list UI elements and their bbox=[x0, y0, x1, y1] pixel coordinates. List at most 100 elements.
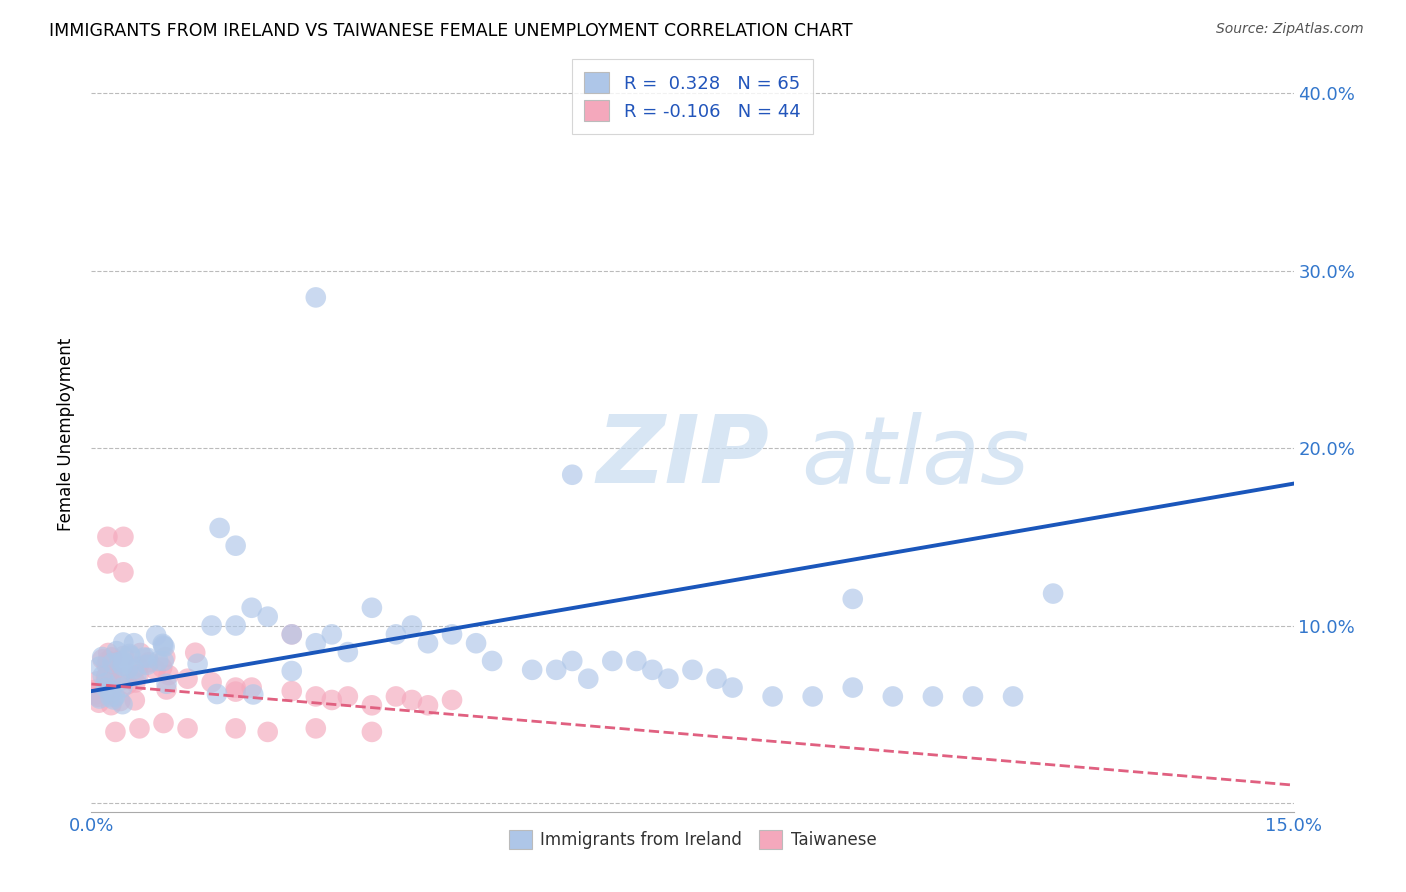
Point bbox=[281, 664, 304, 678]
Point bbox=[91, 652, 114, 666]
Point bbox=[225, 681, 247, 695]
Point bbox=[721, 681, 744, 695]
Point bbox=[87, 696, 110, 710]
Point bbox=[465, 636, 488, 650]
Point bbox=[706, 672, 728, 686]
Point bbox=[281, 627, 304, 641]
Point bbox=[100, 684, 122, 698]
Point bbox=[89, 659, 111, 673]
Point bbox=[336, 690, 359, 704]
Point bbox=[176, 672, 198, 686]
Point bbox=[360, 698, 382, 713]
Point bbox=[94, 671, 117, 685]
Point bbox=[112, 656, 135, 670]
Point bbox=[104, 690, 127, 704]
Point bbox=[1042, 586, 1064, 600]
Point bbox=[440, 693, 463, 707]
Point bbox=[145, 628, 167, 642]
Point bbox=[97, 646, 120, 660]
Point bbox=[84, 688, 107, 702]
Point bbox=[112, 648, 135, 663]
Point bbox=[256, 725, 278, 739]
Point bbox=[841, 591, 863, 606]
Point bbox=[385, 690, 408, 704]
Point bbox=[101, 666, 124, 681]
Point bbox=[98, 690, 121, 705]
Point bbox=[841, 681, 863, 695]
Point bbox=[120, 648, 142, 663]
Point bbox=[128, 722, 150, 736]
Point bbox=[155, 650, 177, 665]
Point bbox=[122, 662, 145, 676]
Point bbox=[401, 693, 423, 707]
Point bbox=[762, 690, 785, 704]
Point bbox=[385, 627, 408, 641]
Point bbox=[305, 690, 328, 704]
Point bbox=[360, 725, 382, 739]
Point bbox=[96, 658, 118, 673]
Point bbox=[118, 647, 141, 661]
Point bbox=[1001, 690, 1024, 704]
Point bbox=[117, 677, 139, 691]
Point bbox=[681, 663, 703, 677]
Point bbox=[602, 654, 624, 668]
Point bbox=[112, 635, 135, 649]
Point bbox=[96, 669, 118, 683]
Point bbox=[98, 687, 121, 701]
Point bbox=[321, 627, 343, 641]
Point bbox=[129, 646, 152, 660]
Point bbox=[281, 627, 304, 641]
Point bbox=[136, 657, 159, 672]
Point bbox=[111, 658, 134, 673]
Point bbox=[94, 675, 117, 690]
Point bbox=[336, 645, 359, 659]
Point bbox=[148, 654, 170, 668]
Point bbox=[360, 600, 382, 615]
Point bbox=[440, 627, 463, 641]
Point bbox=[240, 600, 263, 615]
Legend: Immigrants from Ireland, Taiwanese: Immigrants from Ireland, Taiwanese bbox=[502, 823, 883, 856]
Point bbox=[305, 722, 328, 736]
Point bbox=[112, 530, 135, 544]
Point bbox=[96, 557, 118, 571]
Point bbox=[225, 618, 247, 632]
Point bbox=[100, 650, 122, 665]
Point bbox=[128, 659, 150, 673]
Point bbox=[84, 682, 107, 697]
Point bbox=[281, 684, 304, 698]
Point bbox=[641, 663, 664, 677]
Point bbox=[111, 681, 134, 695]
Point bbox=[201, 618, 224, 632]
Point bbox=[576, 672, 599, 686]
Point bbox=[101, 656, 124, 670]
Point bbox=[91, 650, 114, 665]
Point bbox=[112, 671, 135, 685]
Point bbox=[546, 663, 568, 677]
Point bbox=[416, 698, 439, 713]
Point bbox=[256, 609, 278, 624]
Point bbox=[522, 663, 544, 677]
Point bbox=[225, 684, 247, 698]
Point bbox=[321, 693, 343, 707]
Point bbox=[86, 674, 108, 689]
Point bbox=[922, 690, 945, 704]
Point bbox=[152, 654, 174, 668]
Point bbox=[208, 521, 231, 535]
Text: ZIP: ZIP bbox=[596, 411, 769, 503]
Point bbox=[97, 658, 120, 673]
Point bbox=[962, 690, 984, 704]
Y-axis label: Female Unemployment: Female Unemployment bbox=[58, 338, 76, 532]
Point bbox=[155, 682, 177, 697]
Point bbox=[242, 688, 264, 702]
Point bbox=[561, 467, 583, 482]
Point bbox=[124, 675, 146, 690]
Point bbox=[89, 691, 111, 706]
Point bbox=[305, 290, 328, 304]
Point bbox=[305, 636, 328, 650]
Point bbox=[657, 672, 679, 686]
Point bbox=[240, 681, 263, 695]
Point bbox=[401, 618, 423, 632]
Text: atlas: atlas bbox=[800, 412, 1029, 503]
Point bbox=[91, 669, 114, 683]
Point bbox=[105, 644, 128, 658]
